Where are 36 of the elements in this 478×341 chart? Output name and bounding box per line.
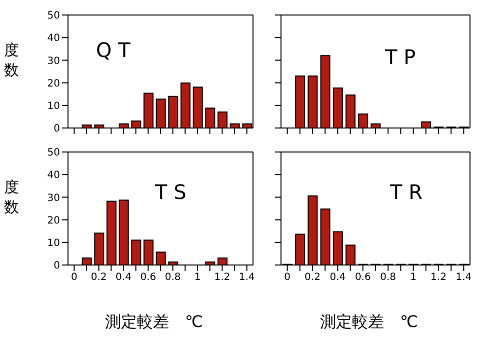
x-tick-label: 0.8 — [380, 272, 396, 284]
x-tick-label: 0.2 — [90, 272, 107, 284]
y-axis-title: 度数 — [4, 40, 20, 80]
x-tick-label: 0 — [284, 272, 290, 284]
x-axis-title: 測定較差 ℃ — [320, 312, 418, 333]
x-axis-title: 測定較差 ℃ — [105, 312, 203, 333]
x-tick-label: 0.2 — [304, 272, 320, 284]
y-tick-label: 0 — [54, 124, 60, 135]
x-tick-label: 1.4 — [238, 272, 255, 284]
x-tick-label: 1 — [410, 272, 416, 284]
x-tick-label: 1 — [194, 272, 201, 284]
y-tick-label: 40 — [47, 33, 60, 44]
text: T R — [390, 180, 422, 204]
y-tick-label: 20 — [47, 78, 60, 90]
y-tick-label: 50 — [47, 10, 60, 22]
x-tick-label: 0 — [70, 272, 78, 284]
y-tick-label: 30 — [47, 192, 60, 204]
x-tick-label: 0.6 — [140, 272, 156, 284]
x-tick-label: 0.4 — [330, 272, 346, 284]
y-tick-label: 10 — [47, 238, 60, 249]
y-tick-label: 40 — [47, 170, 60, 182]
x-tick-label: 1.2 — [430, 272, 446, 284]
text: Q T — [96, 38, 130, 62]
x-tick-label: 0.8 — [164, 272, 181, 284]
x-tick-label: 1.4 — [456, 272, 472, 284]
y-axis-title: 度数 — [4, 177, 20, 217]
text: T S — [155, 180, 186, 204]
x-tick-label: 0.4 — [116, 272, 132, 284]
y-tick-label: 20 — [47, 215, 60, 226]
text: T P — [385, 45, 416, 69]
y-tick-label: 10 — [47, 100, 60, 112]
x-tick-label: 1.2 — [214, 272, 230, 284]
y-tick-label: 0 — [54, 260, 60, 272]
y-tick-label: 30 — [47, 56, 60, 67]
y-tick-label: 50 — [47, 148, 60, 159]
x-tick-label: 0.6 — [354, 272, 371, 284]
